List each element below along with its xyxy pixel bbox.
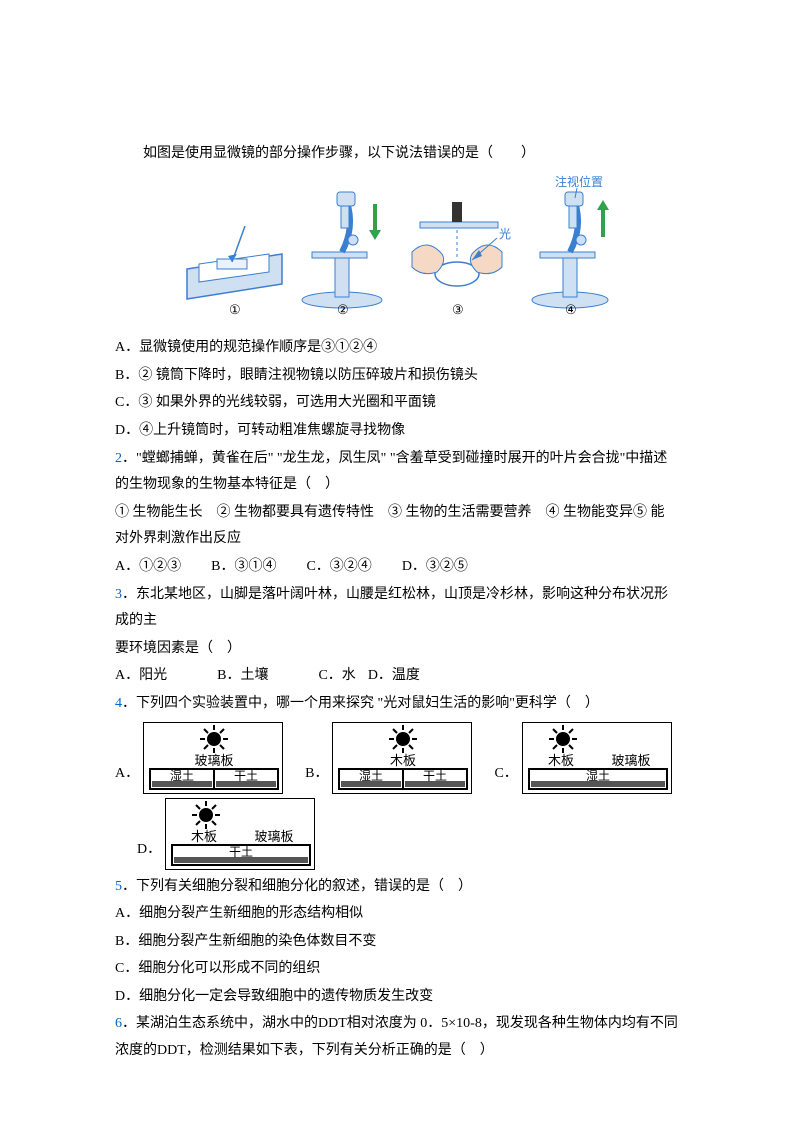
annot-view: 注视位置	[555, 174, 603, 189]
svg-text:玻璃板: 玻璃板	[611, 753, 650, 768]
q3-text: 3．东北某地区，山脚是落叶阔叶林，山腰是红松林，山顶是冷杉林，影响这种分布状况形…	[115, 582, 678, 635]
q1-prompt: 如图是使用显微镜的部分操作步骤，以下说法错误的是（ ）	[115, 141, 678, 168]
num-1: ①	[229, 302, 241, 317]
q1-figure: 注视位置 光 ① ② ③ ④	[115, 174, 678, 330]
svg-text:干土: 干土	[234, 769, 258, 783]
q4-item-C: C． 木板 玻璃板 湿土	[494, 722, 671, 794]
q6-text: 6．某湖泊生态系统中，湖水中的DDT相对浓度为 0．5×10-8，现发现各种生物…	[115, 1011, 678, 1064]
q2-D: D．③②⑤	[402, 554, 468, 581]
q2-num: 2	[115, 451, 122, 466]
q6-num: 6	[115, 1016, 122, 1031]
q3-text2: 要环境因素是（ ）	[115, 636, 678, 663]
q2-A: A．①②③	[115, 554, 181, 581]
q3-D: D．温度	[368, 663, 420, 690]
q4-label-D: D．	[137, 837, 161, 864]
svg-text:湿土: 湿土	[359, 768, 383, 783]
q5-D: D．细胞分化一定会导致细胞中的遗传物质发生改变	[115, 984, 678, 1011]
q4-label-B: B．	[305, 761, 328, 788]
q1-D: D．④上升镜筒时，可转动粗准焦螺旋寻找物像	[115, 418, 678, 445]
q4-label-A: A．	[115, 761, 139, 788]
q4-box-D: 木板 玻璃板 干土	[165, 798, 315, 870]
q2-options: A．①②③ B．③①④ C．③②④ D．③②⑤	[115, 554, 678, 581]
q4-label-C: C．	[494, 761, 517, 788]
q5-B: B．细胞分裂产生新细胞的染色体数目不变	[115, 929, 678, 956]
q5-num: 5	[115, 879, 122, 894]
q3-C: C．水	[318, 663, 355, 690]
svg-text:干土: 干土	[423, 769, 447, 783]
q3-options: A．阳光 B．土壤 C．水 D．温度	[115, 663, 678, 690]
q1-A: A．显微镜使用的规范操作顺序是③①②④	[115, 335, 678, 362]
q4-item-A: A． 玻璃板 湿土 干土	[115, 722, 283, 794]
q5-A: A．细胞分裂产生新细胞的形态结构相似	[115, 901, 678, 928]
q4-text: 4．下列四个实验装置中，哪一个用来探究 "光对鼠妇生活的影响"更科学（ ）	[115, 691, 678, 718]
q2-B: B．③①④	[211, 554, 276, 581]
q4-item-B: B． 木板 湿土 干土	[305, 722, 472, 794]
svg-text:干土: 干土	[229, 845, 253, 859]
annot-light: 光	[499, 227, 511, 241]
q5-text: 5．下列有关细胞分裂和细胞分化的叙述，错误的是（ ）	[115, 874, 678, 901]
num-4: ④	[565, 302, 577, 317]
svg-text:湿土: 湿土	[586, 768, 610, 783]
svg-text:玻璃板: 玻璃板	[195, 753, 234, 768]
q3-num: 3	[115, 587, 122, 602]
q2-C: C．③②④	[306, 554, 371, 581]
q1-C: C．③ 如果外界的光线较弱，可选用大光圈和平面镜	[115, 390, 678, 417]
microscope-steps-svg: 注视位置 光 ① ② ③ ④	[177, 174, 617, 319]
q4-box-B: 木板 湿土 干土	[332, 722, 472, 794]
q4-num: 4	[115, 696, 122, 711]
q3-body: ．东北某地区，山脚是落叶阔叶林，山腰是红松林，山顶是冷杉林，影响这种分布状况形成…	[115, 587, 668, 629]
q1-B: B．② 镜筒下降时，眼睛注视物镜以防压碎玻片和损伤镜头	[115, 363, 678, 390]
q4-row2: D． 木板 玻璃板 干土	[115, 798, 678, 870]
q2-text: 2．"螳螂捕蝉，黄雀在后" "龙生龙，凤生凤" "含羞草受到碰撞时展开的叶片会合…	[115, 446, 678, 499]
svg-text:湿土: 湿土	[170, 768, 194, 783]
q4-box-C: 木板 玻璃板 湿土	[522, 722, 672, 794]
q4-box-A: 玻璃板 湿土 干土	[143, 722, 283, 794]
q4-item-D: D． 木板 玻璃板 干土	[137, 798, 315, 870]
q2-stmts: ① 生物能生长 ② 生物都要具有遗传特性 ③ 生物的生活需要营养 ④ 生物能变异…	[115, 500, 678, 553]
q6-body: ．某湖泊生态系统中，湖水中的DDT相对浓度为 0．5×10-8，现发现各种生物体…	[115, 1016, 678, 1058]
num-2: ②	[337, 302, 349, 317]
svg-text:木板: 木板	[548, 753, 574, 768]
q3-B: B．土壤	[217, 663, 268, 690]
q5-C: C．细胞分化可以形成不同的组织	[115, 956, 678, 983]
q2-body: ．"螳螂捕蝉，黄雀在后" "龙生龙，凤生凤" "含羞草受到碰撞时展开的叶片会合拢…	[115, 451, 667, 493]
svg-text:木板: 木板	[390, 753, 416, 768]
q5-body: ．下列有关细胞分裂和细胞分化的叙述，错误的是（ ）	[122, 879, 472, 894]
q4-body: ．下列四个实验装置中，哪一个用来探究 "光对鼠妇生活的影响"更科学（ ）	[122, 696, 599, 711]
num-3: ③	[452, 302, 464, 317]
q4-row1: A． 玻璃板 湿土 干土	[115, 722, 678, 794]
svg-text:木板: 木板	[191, 829, 217, 844]
svg-text:玻璃板: 玻璃板	[255, 829, 294, 844]
q3-A: A．阳光	[115, 663, 167, 690]
